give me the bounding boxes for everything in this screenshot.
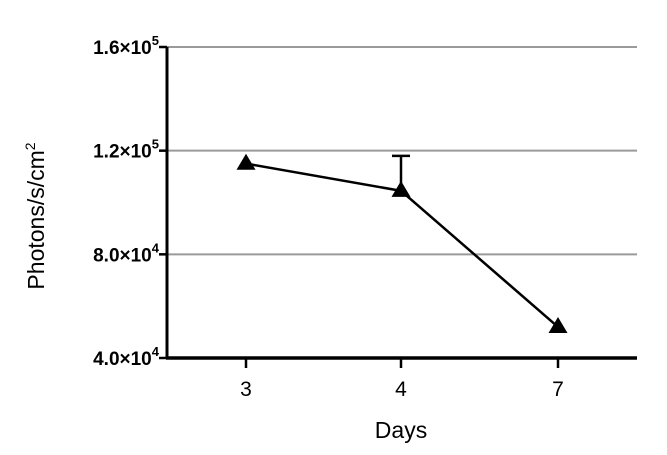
data-point-0 xyxy=(236,153,256,170)
x-tick-label-1: 4 xyxy=(395,378,407,401)
y-tick-label-3: 1.6×105 xyxy=(93,33,159,59)
y-tick-label-0: 4.0×104 xyxy=(93,344,160,370)
x-tick-label-0: 3 xyxy=(240,378,252,401)
grid-lines xyxy=(167,46,637,256)
x-axis-title: Days xyxy=(375,417,427,443)
y-tick-mantissa-2: 1.2×10 xyxy=(93,142,152,163)
y-tick-label-1: 8.0×104 xyxy=(93,240,160,266)
y-axis-title: Photons/s/cm2 xyxy=(22,142,49,289)
y-tick-mantissa-1: 8.0×10 xyxy=(93,245,152,266)
y-tick-exponent-1: 4 xyxy=(152,240,160,255)
y-axis-title-main: Photons/s/cm xyxy=(23,150,49,289)
y-tick-exponent-3: 5 xyxy=(152,33,159,48)
data-point-2 xyxy=(548,316,568,333)
data-point-1 xyxy=(391,180,411,197)
y-tick-exponent-0: 4 xyxy=(152,344,160,359)
x-ticks: 3 4 7 xyxy=(240,358,564,401)
axes xyxy=(165,47,637,360)
y-tick-exponent-2: 5 xyxy=(152,137,159,152)
series-layer xyxy=(236,153,568,333)
y-tick-label-2: 1.2×105 xyxy=(93,137,159,163)
y-axis-title-superscript: 2 xyxy=(22,142,38,150)
y-tick-mantissa-3: 1.6×10 xyxy=(93,38,152,59)
x-tick-label-2: 7 xyxy=(552,378,564,401)
y-tick-mantissa-0: 4.0×10 xyxy=(93,349,152,370)
